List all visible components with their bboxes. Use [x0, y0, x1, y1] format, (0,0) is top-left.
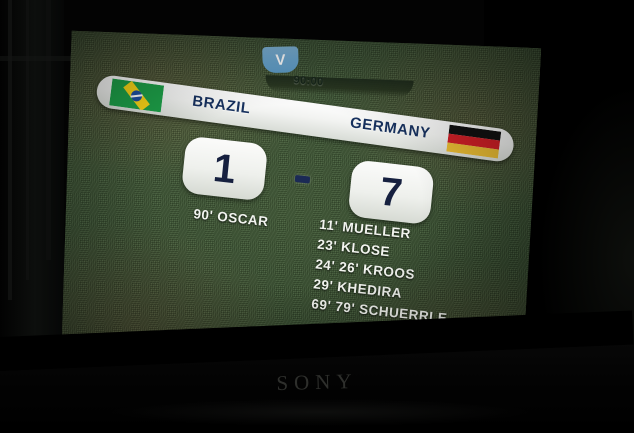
bezel-sheen [40, 397, 600, 427]
display-bezel: SONY [0, 310, 634, 433]
support-beam [26, 0, 29, 280]
support-beam [8, 0, 12, 300]
support-beam [46, 0, 51, 260]
support-crossbar [0, 56, 80, 61]
